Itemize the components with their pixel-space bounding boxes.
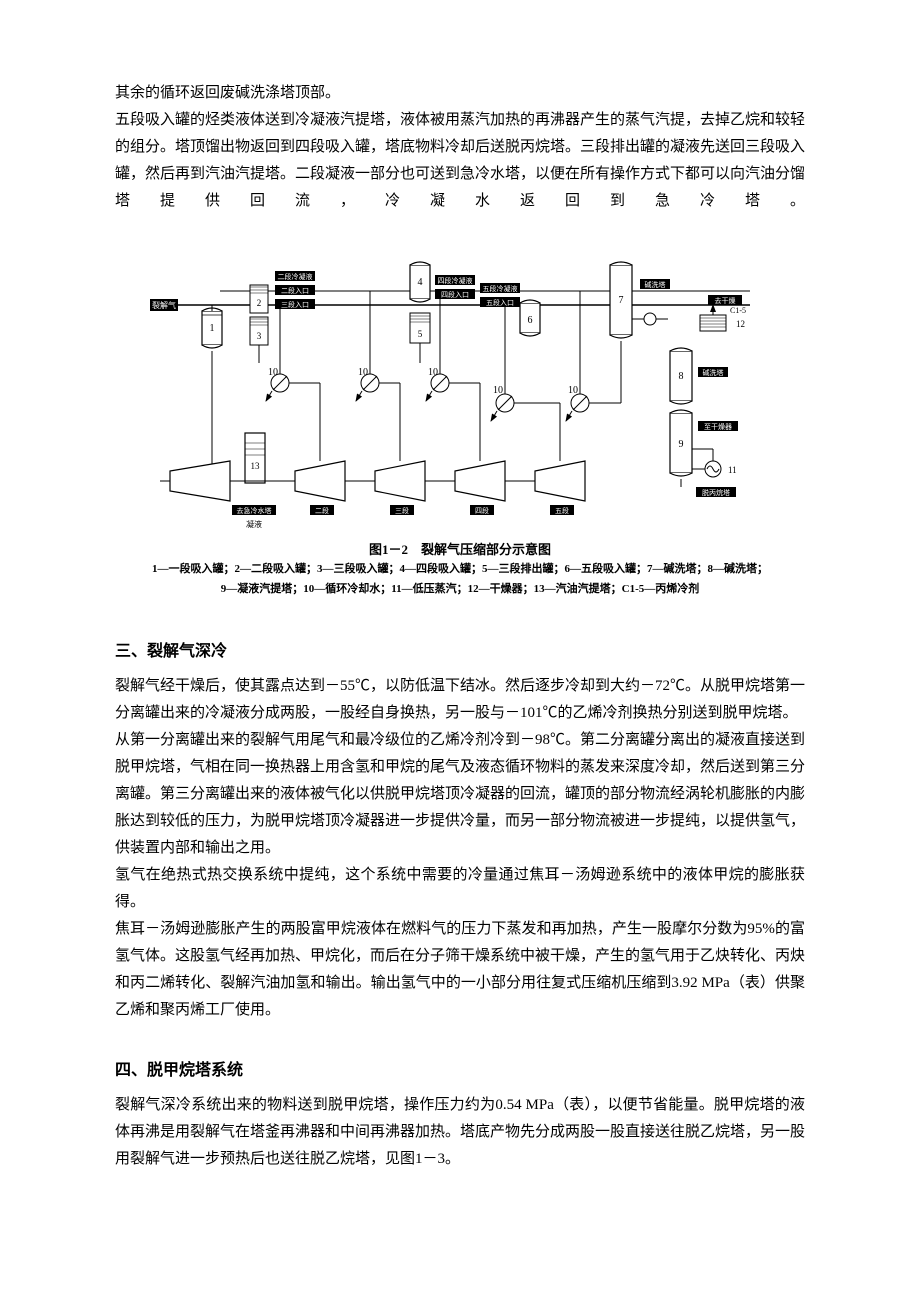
svg-text:4: 4: [418, 277, 423, 288]
section-4-heading: 四、脱甲烷塔系统: [115, 1056, 805, 1080]
svg-text:五段入口: 五段入口: [486, 298, 514, 307]
figure-caption-detail-2: 9—凝液汽提塔；10—循环冷却水；11—低压蒸汽；12—干燥器；13—汽油汽提塔…: [115, 581, 805, 598]
svg-text:1: 1: [210, 323, 215, 334]
svg-text:C1-5: C1-5: [730, 306, 746, 315]
svg-text:10: 10: [428, 367, 438, 378]
svg-text:凝液: 凝液: [246, 519, 262, 529]
svg-text:二段冷凝液: 二段冷凝液: [278, 272, 313, 281]
document-page: 其余的循环返回废碱洗涤塔顶部。 五段吸入罐的烃类液体送到冷凝液汽提塔，液体被用蒸…: [0, 0, 920, 1233]
drum-5: 5: [410, 313, 430, 343]
svg-text:12: 12: [736, 319, 745, 329]
drum-4: 4: [410, 262, 430, 302]
svg-text:去急冷水塔: 去急冷水塔: [237, 506, 272, 515]
svg-text:11: 11: [728, 465, 737, 475]
svg-text:6: 6: [528, 315, 533, 326]
paragraph-1: 其余的循环返回废碱洗涤塔顶部。: [115, 80, 805, 107]
svg-text:二段: 二段: [315, 506, 329, 515]
figure-caption-title: 图1－2 裂解气压缩部分示意图: [115, 539, 805, 558]
svg-text:五段冷凝液: 五段冷凝液: [483, 284, 518, 293]
drum-3: 3: [250, 317, 268, 345]
svg-text:7: 7: [619, 295, 624, 306]
svg-text:碱洗塔: 碱洗塔: [645, 280, 666, 289]
figure-1-2: 裂解气 1 2 二段冷凝液 二段入口: [115, 233, 805, 597]
svg-text:10: 10: [358, 367, 368, 378]
svg-text:5: 5: [418, 329, 423, 339]
section-3-para-3: 氢气在绝热式热交换系统中提纯，这个系统中需要的冷量通过焦耳－汤姆逊系统中的液体甲…: [115, 862, 805, 916]
svg-text:脱丙烷塔: 脱丙烷塔: [702, 488, 730, 497]
svg-text:9: 9: [679, 439, 684, 450]
figure-caption-detail-1: 1—一段吸入罐；2—二段吸入罐；3—三段吸入罐；4—四段吸入罐；5—三段排出罐；…: [115, 561, 805, 578]
drum-6: 6: [520, 300, 540, 336]
svg-text:碱洗塔: 碱洗塔: [703, 368, 724, 377]
drum-1: 1: [202, 308, 222, 348]
svg-text:三段入口: 三段入口: [281, 300, 309, 309]
svg-text:8: 8: [679, 371, 684, 382]
svg-text:四段入口: 四段入口: [441, 290, 469, 299]
svg-text:四段冷凝液: 四段冷凝液: [438, 276, 473, 285]
svg-text:10: 10: [268, 367, 278, 378]
section-4-para-1: 裂解气深冷系统出来的物料送到脱甲烷塔，操作压力约为0.54 MPa（表），以便节…: [115, 1092, 805, 1173]
svg-text:13: 13: [251, 461, 261, 471]
section-3-para-1: 裂解气经干燥后，使其露点达到－55℃，以防低温下结冰。然后逐步冷却到大约－72℃…: [115, 673, 805, 727]
section-3-heading: 三、裂解气深冷: [115, 637, 805, 661]
svg-text:2: 2: [257, 298, 262, 308]
process-flow-diagram: 裂解气 1 2 二段冷凝液 二段入口: [140, 233, 780, 533]
column-7: 7: [610, 262, 632, 338]
drum-2: 2: [250, 285, 268, 313]
section-3-para-4: 焦耳－汤姆逊膨胀产生的两股富甲烷液体在燃料气的压力下蒸发和再加热，产生一股摩尔分…: [115, 916, 805, 1024]
svg-text:三段: 三段: [395, 506, 409, 515]
column-8: 8: [670, 348, 692, 404]
svg-text:3: 3: [257, 331, 262, 341]
svg-text:10: 10: [568, 385, 578, 396]
svg-text:10: 10: [493, 385, 503, 396]
label-feed: 裂解气: [152, 300, 176, 310]
svg-text:去干燥: 去干燥: [715, 296, 736, 305]
column-9: 9: [670, 410, 692, 476]
stripper-13: 13: [245, 433, 265, 483]
svg-text:二段入口: 二段入口: [281, 286, 309, 295]
svg-text:四段: 四段: [475, 506, 489, 515]
svg-text:五段: 五段: [555, 506, 569, 515]
svg-text:至干燥器: 至干燥器: [704, 422, 732, 431]
paragraph-2: 五段吸入罐的烃类液体送到冷凝液汽提塔，液体被用蒸汽加热的再沸器产生的蒸气汽提，去…: [115, 107, 805, 215]
section-3-para-2: 从第一分离罐出来的裂解气用尾气和最冷级位的乙烯冷剂冷到－98℃。第二分离罐分离出…: [115, 727, 805, 862]
